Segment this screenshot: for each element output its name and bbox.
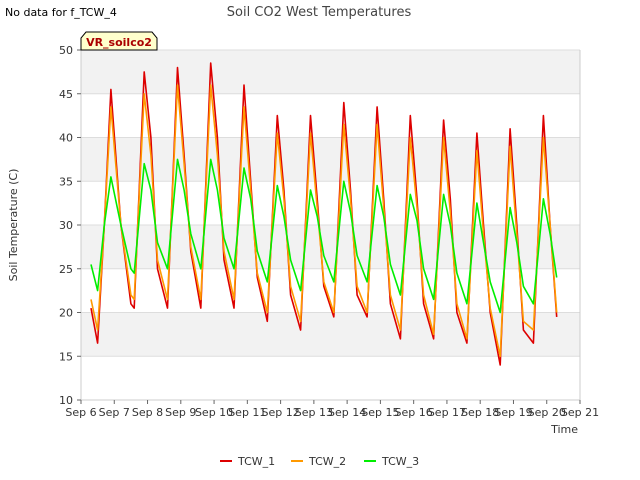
x-tick-label: Sep 7 — [99, 406, 130, 419]
series-line-tcw-3 — [90, 158, 558, 314]
x-tick-label: Sep 17 — [428, 406, 466, 419]
y-tick-label: 40 — [59, 132, 73, 145]
y-tick-label: 20 — [59, 307, 73, 320]
legend: TCW_1 TCW_2 TCW_3 — [220, 455, 419, 468]
y-tick-label: 50 — [59, 44, 73, 57]
badge-box — [80, 31, 158, 51]
plot-band — [81, 93, 580, 138]
plot-band — [81, 356, 580, 400]
x-tick-label: Sep 9 — [165, 406, 196, 419]
y-tick-label: 35 — [59, 175, 73, 188]
plot-band — [81, 181, 580, 225]
legend-label: TCW_3 — [381, 455, 419, 468]
y-tick-label: 30 — [59, 219, 73, 232]
x-tick-label: Sep 12 — [261, 406, 299, 419]
legend-label: TCW_1 — [237, 455, 275, 468]
x-tick-label: Sep 11 — [228, 406, 266, 419]
plot-band — [81, 312, 580, 357]
no-data-note: No data for f_TCW_4 — [5, 6, 117, 19]
y-tick-label: 15 — [59, 350, 73, 363]
plot-band — [81, 50, 580, 94]
x-tick-label: Sep 20 — [528, 406, 566, 419]
x-tick-label: Sep 10 — [195, 406, 233, 419]
y-axis-ticks: 10 15 20 25 30 35 40 45 50 — [59, 44, 81, 407]
x-tick-label: Sep 19 — [494, 406, 532, 419]
plot-band — [81, 137, 580, 182]
x-tick-label: Sep 8 — [132, 406, 163, 419]
x-tick-label: Sep 6 — [65, 406, 96, 419]
grid-lines — [80, 49, 581, 401]
y-tick-label: 45 — [59, 88, 73, 101]
badge: VR_soilco2 — [80, 31, 158, 51]
series-line-tcw-2 — [90, 84, 558, 358]
y-tick-label: 10 — [59, 394, 73, 407]
x-tick-label: Sep 18 — [461, 406, 499, 419]
x-tick-label: Sep 13 — [295, 406, 333, 419]
y-tick-label: 25 — [59, 263, 73, 276]
x-tick-label: Sep 15 — [361, 406, 399, 419]
badge-label: VR_soilco2 — [86, 36, 152, 49]
y-axis-label: Soil Temperature (C) — [7, 169, 20, 282]
legend-label: TCW_2 — [308, 455, 346, 468]
x-tick-label: Sep 16 — [395, 406, 433, 419]
series-lines — [90, 62, 558, 366]
chart-title: Soil CO2 West Temperatures — [227, 5, 412, 20]
x-axis-label: Time — [550, 423, 578, 436]
x-tick-label: Sep 21 — [561, 406, 599, 419]
x-tick-label: Sep 14 — [328, 406, 366, 419]
